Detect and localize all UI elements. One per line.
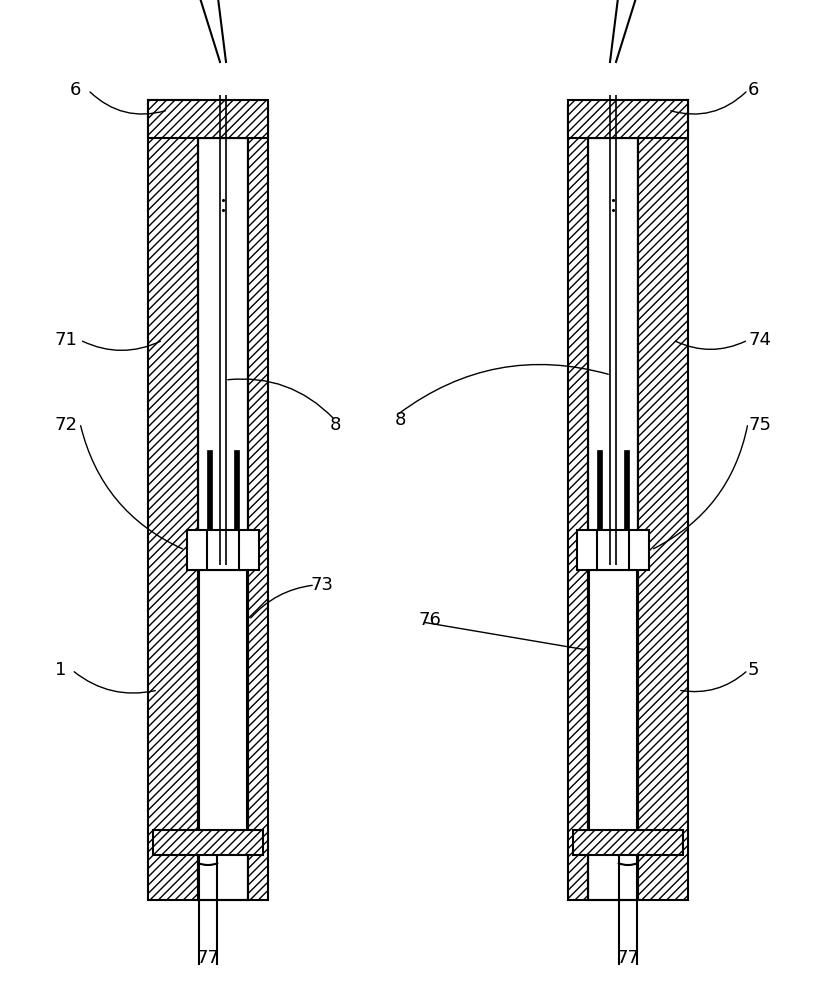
Bar (153, 830, 263, 855)
Bar (234, 450, 239, 530)
Text: 71: 71 (55, 331, 78, 349)
Bar (638, 100, 688, 900)
Text: 1: 1 (55, 661, 66, 679)
Text: 8: 8 (330, 416, 341, 434)
Text: 73: 73 (310, 576, 333, 594)
Text: 8: 8 (395, 411, 406, 429)
Bar (568, 105, 588, 900)
Bar (207, 450, 212, 530)
Text: 72: 72 (55, 416, 78, 434)
Bar (187, 530, 259, 570)
Bar (597, 450, 602, 530)
Bar (198, 138, 248, 900)
Text: 5: 5 (748, 661, 759, 679)
Text: 75: 75 (748, 416, 771, 434)
Bar (148, 100, 268, 138)
Bar (148, 100, 198, 900)
Bar (573, 830, 683, 855)
Text: 74: 74 (748, 331, 771, 349)
Bar (568, 100, 688, 138)
Text: 6: 6 (70, 81, 81, 99)
Text: 77: 77 (616, 949, 640, 967)
Bar (248, 105, 268, 900)
Bar (199, 570, 247, 835)
Bar (624, 450, 629, 530)
Bar (589, 570, 637, 835)
Bar (588, 138, 638, 900)
Text: 77: 77 (196, 949, 220, 967)
Text: 76: 76 (418, 611, 441, 629)
Text: 6: 6 (748, 81, 759, 99)
Bar (577, 530, 649, 570)
